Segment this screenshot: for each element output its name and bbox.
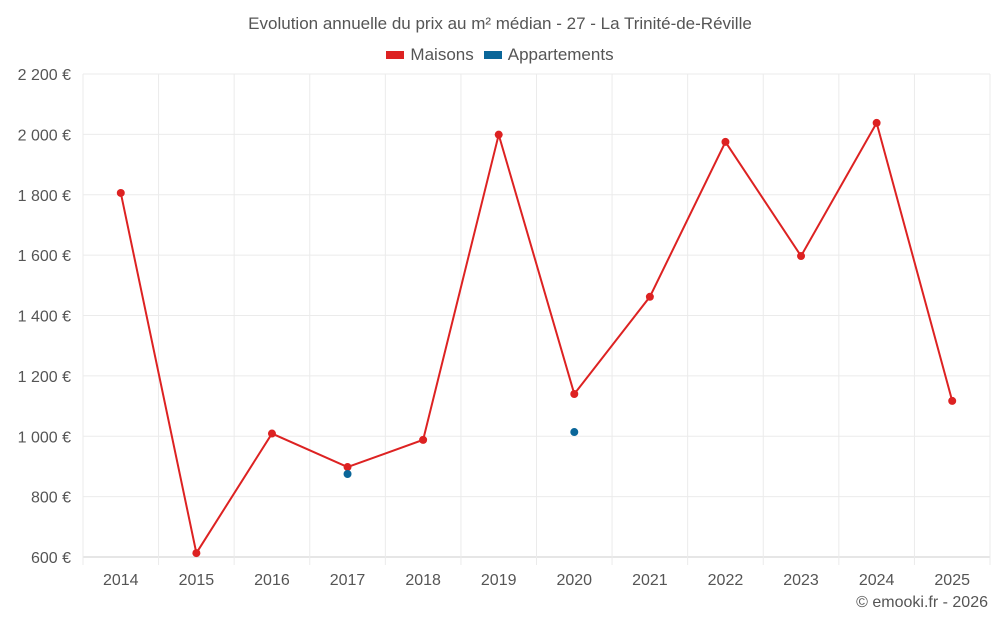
y-tick-label: 800 € xyxy=(31,490,71,507)
legend-label: Maisons xyxy=(410,45,474,64)
credit: © emooki.fr - 2026 xyxy=(856,594,988,611)
x-tick-label: 2025 xyxy=(934,572,970,589)
y-tick-label: 1 400 € xyxy=(18,309,71,326)
x-tick-label: 2020 xyxy=(556,572,592,589)
data-point-maisons xyxy=(948,396,957,405)
x-tick-label: 2022 xyxy=(708,572,744,589)
x-tick-label: 2017 xyxy=(330,572,366,589)
data-point-maisons xyxy=(343,463,352,472)
legend-item-maisons[interactable]: Maisons xyxy=(386,45,474,65)
x-tick-label: 2018 xyxy=(405,572,441,589)
data-point-maisons xyxy=(419,435,428,444)
x-tick-label: 2016 xyxy=(254,572,290,589)
legend-item-appartements[interactable]: Appartements xyxy=(483,45,614,65)
chart-title: Evolution annuelle du prix au m² médian … xyxy=(248,14,752,33)
legend-label: Appartements xyxy=(507,45,614,64)
x-tick-label: 2015 xyxy=(179,572,215,589)
data-point-maisons xyxy=(872,118,881,127)
data-point-appartements xyxy=(570,428,579,437)
x-tick-label: 2021 xyxy=(632,572,668,589)
legend-swatch xyxy=(483,51,502,59)
y-tick-label: 1 600 € xyxy=(18,248,71,265)
y-tick-label: 1 800 € xyxy=(18,188,71,205)
y-tick-label: 1 200 € xyxy=(18,369,71,386)
x-tick-label: 2024 xyxy=(859,572,895,589)
x-tick-label: 2019 xyxy=(481,572,517,589)
data-point-maisons xyxy=(645,292,654,301)
x-tick-label: 2023 xyxy=(783,572,819,589)
data-point-appartements xyxy=(343,469,352,478)
y-tick-label: 2 000 € xyxy=(18,127,71,144)
y-tick-label: 2 200 € xyxy=(18,67,71,84)
data-point-maisons xyxy=(797,252,806,261)
data-point-maisons xyxy=(116,188,125,197)
legend-swatch xyxy=(386,51,405,59)
y-tick-label: 1 000 € xyxy=(18,429,71,446)
data-point-maisons xyxy=(570,389,579,398)
y-tick-label: 600 € xyxy=(31,550,71,567)
data-point-maisons xyxy=(267,429,276,438)
legend: Maisons Appartements xyxy=(0,45,1000,65)
data-point-maisons xyxy=(721,137,730,146)
x-tick-label: 2014 xyxy=(103,572,139,589)
data-point-maisons xyxy=(192,549,201,558)
data-point-maisons xyxy=(494,130,503,139)
series-line-maisons xyxy=(119,120,954,556)
